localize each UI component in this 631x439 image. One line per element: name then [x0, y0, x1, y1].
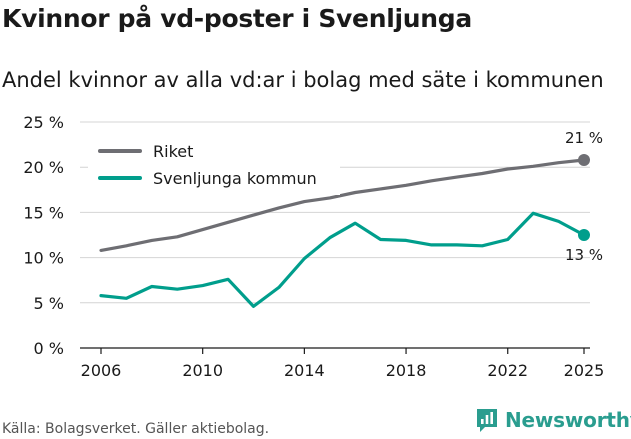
y-tick-label: 5 %	[34, 294, 64, 313]
kommun-line	[99, 211, 586, 308]
x-tick-label: 2014	[284, 361, 325, 380]
y-tick-label: 10 %	[23, 249, 64, 268]
riket-end-label: 21 %	[565, 129, 603, 147]
line-chart: 0 % 5 % 10 % 15 % 20 % 25 % 2006 2010 2014 2018 20…	[23, 113, 605, 380]
riket-end-marker	[578, 153, 590, 166]
x-tick-label: 2006	[81, 361, 122, 380]
newsworthy-logo[interactable]: Newsworthy	[475, 407, 631, 433]
newsworthy-logo-icon	[477, 409, 497, 432]
legend-label-riket: Riket	[153, 142, 193, 161]
source-note: Källa: Bolagsverket. Gäller aktiebolag.	[2, 421, 270, 437]
x-tick-label: 2010	[182, 361, 223, 380]
x-tick-label: 2018	[386, 361, 427, 380]
riket-line	[99, 158, 586, 252]
newsworthy-logo-text: Newsworthy	[505, 408, 631, 432]
x-tick-label: 2025	[564, 361, 605, 380]
x-tick-label: 2022	[487, 361, 528, 380]
kommun-end-label: 13 %	[565, 246, 603, 264]
chart-title: Kvinnor på vd-poster i Svenljunga	[2, 4, 472, 33]
y-tick-label: 0 %	[34, 339, 64, 358]
y-tick-label: 25 %	[23, 113, 64, 132]
legend-label-kommun: Svenljunga kommun	[153, 169, 317, 188]
kommun-end-marker	[578, 229, 590, 241]
y-tick-label: 20 %	[23, 158, 64, 177]
legend-background	[88, 137, 340, 195]
chart-subtitle: Andel kvinnor av alla vd:ar i bolag med …	[2, 68, 604, 92]
y-tick-label: 15 %	[23, 203, 64, 222]
